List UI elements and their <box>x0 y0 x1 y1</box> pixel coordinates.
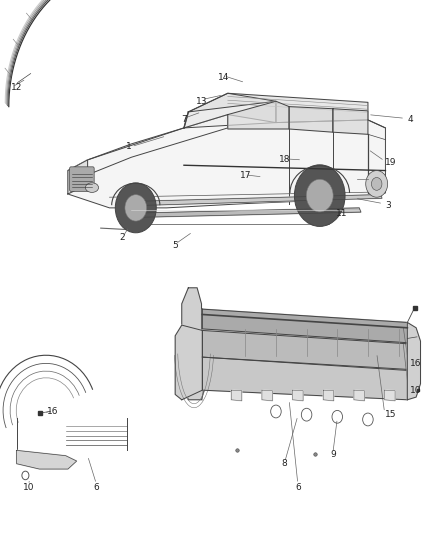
FancyBboxPatch shape <box>70 167 94 191</box>
Polygon shape <box>131 195 382 206</box>
Circle shape <box>366 171 388 197</box>
Polygon shape <box>333 109 368 134</box>
Text: 14: 14 <box>218 73 229 82</box>
Text: 8: 8 <box>282 459 288 468</box>
Polygon shape <box>202 309 407 343</box>
Text: 13: 13 <box>196 97 207 106</box>
Circle shape <box>125 195 147 221</box>
Text: 6: 6 <box>295 483 301 492</box>
Text: 16: 16 <box>47 407 58 416</box>
Polygon shape <box>188 93 368 123</box>
Text: 2: 2 <box>120 233 125 241</box>
Polygon shape <box>17 450 77 469</box>
Polygon shape <box>131 208 361 217</box>
Polygon shape <box>68 120 385 208</box>
Polygon shape <box>385 390 395 401</box>
Circle shape <box>306 179 333 212</box>
Text: 3: 3 <box>385 201 391 209</box>
Polygon shape <box>175 325 202 400</box>
Ellipse shape <box>85 183 99 192</box>
Text: 11: 11 <box>336 209 347 217</box>
Text: 15: 15 <box>385 410 397 418</box>
Text: 9: 9 <box>330 450 336 458</box>
Text: 7: 7 <box>181 116 187 124</box>
Circle shape <box>115 183 156 233</box>
Polygon shape <box>184 93 276 128</box>
Polygon shape <box>228 101 289 129</box>
Text: 12: 12 <box>11 84 22 92</box>
Text: 10: 10 <box>410 386 421 394</box>
Text: 4: 4 <box>407 116 413 124</box>
Text: 18: 18 <box>279 156 290 164</box>
Text: 19: 19 <box>385 158 397 167</box>
Text: 16: 16 <box>410 359 421 368</box>
Polygon shape <box>293 390 303 401</box>
Text: 1: 1 <box>126 142 131 151</box>
Text: 10: 10 <box>23 483 34 492</box>
Circle shape <box>371 177 382 190</box>
Polygon shape <box>202 357 407 400</box>
Circle shape <box>294 165 345 227</box>
Text: 5: 5 <box>172 241 178 249</box>
Polygon shape <box>182 288 206 400</box>
Polygon shape <box>354 390 364 401</box>
Text: 17: 17 <box>240 172 251 180</box>
Polygon shape <box>289 107 333 132</box>
Polygon shape <box>68 160 88 194</box>
Polygon shape <box>262 390 272 401</box>
Polygon shape <box>407 322 420 400</box>
Polygon shape <box>202 330 407 369</box>
Polygon shape <box>231 390 242 401</box>
Text: 6: 6 <box>93 483 99 492</box>
Polygon shape <box>68 115 228 185</box>
Polygon shape <box>323 390 334 401</box>
